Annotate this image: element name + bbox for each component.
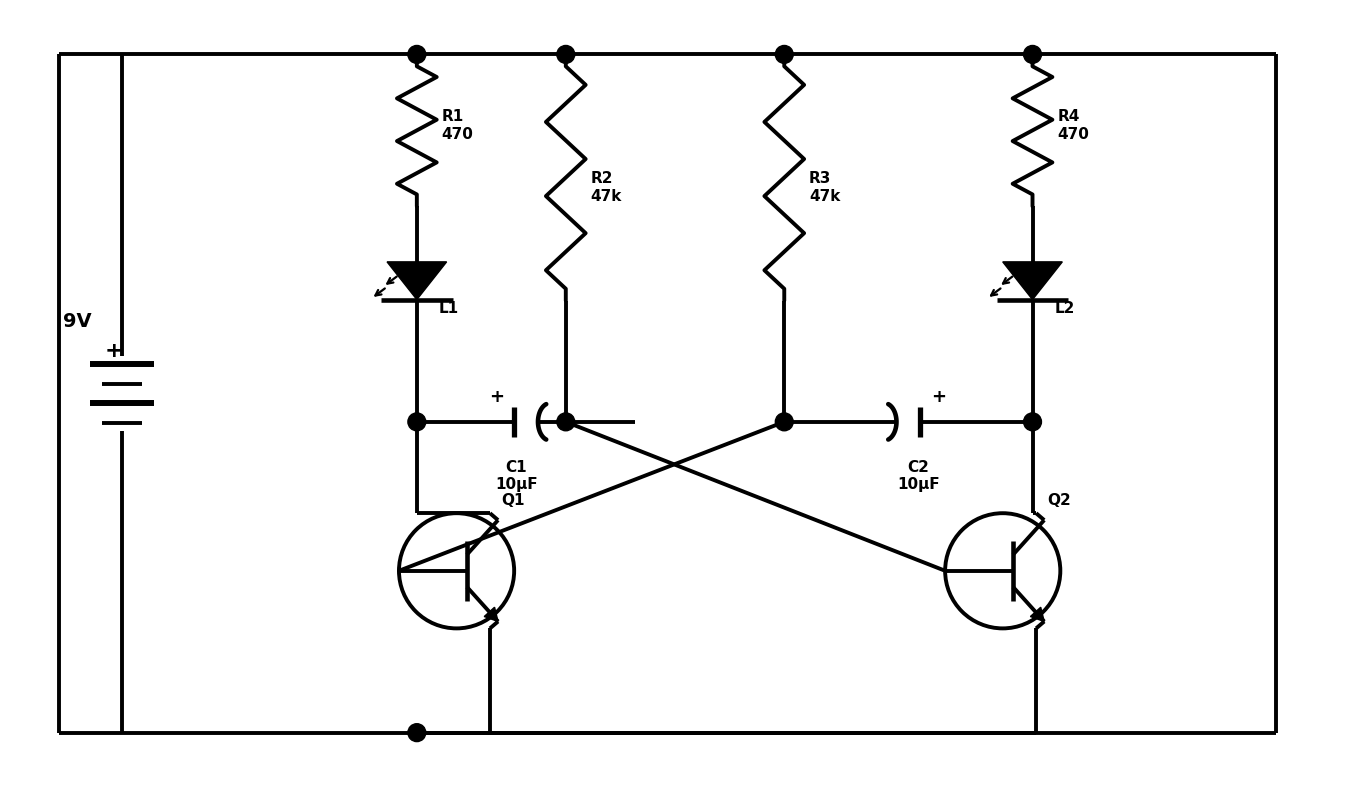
Text: C1
10μF: C1 10μF — [494, 460, 538, 492]
Circle shape — [775, 45, 793, 63]
Text: +: + — [105, 341, 124, 361]
Circle shape — [557, 45, 574, 63]
Circle shape — [557, 413, 574, 430]
Text: L1: L1 — [439, 300, 459, 316]
Text: +: + — [930, 388, 945, 406]
Polygon shape — [1031, 607, 1044, 622]
Text: R3
47k: R3 47k — [809, 171, 841, 204]
Polygon shape — [485, 607, 498, 622]
Circle shape — [775, 413, 793, 430]
Text: R4
470: R4 470 — [1058, 109, 1089, 142]
Text: L2: L2 — [1054, 300, 1074, 316]
Polygon shape — [1002, 262, 1062, 300]
Circle shape — [407, 724, 426, 741]
Circle shape — [1024, 45, 1042, 63]
Text: C2
10μF: C2 10μF — [898, 460, 940, 492]
Text: 9V: 9V — [62, 312, 91, 331]
Circle shape — [1024, 413, 1042, 430]
Text: R1
470: R1 470 — [441, 109, 474, 142]
Text: Q1: Q1 — [501, 493, 524, 508]
Circle shape — [407, 45, 426, 63]
Text: Q2: Q2 — [1047, 493, 1071, 508]
Text: +: + — [489, 388, 504, 406]
Text: R2
47k: R2 47k — [591, 171, 622, 204]
Circle shape — [407, 413, 426, 430]
Polygon shape — [387, 262, 447, 300]
